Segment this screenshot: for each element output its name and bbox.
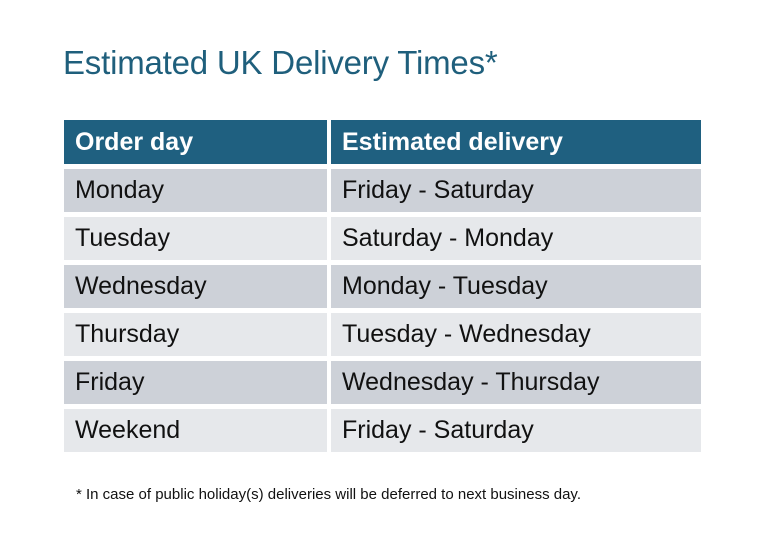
order-day-cell: Wednesday xyxy=(64,265,327,308)
order-day-cell: Monday xyxy=(64,169,327,212)
table-row: Weekend Friday - Saturday xyxy=(64,409,701,452)
delivery-times-table: Order day Estimated delivery Monday Frid… xyxy=(60,115,705,457)
table-row: Monday Friday - Saturday xyxy=(64,169,701,212)
order-day-cell: Thursday xyxy=(64,313,327,356)
column-header-order-day: Order day xyxy=(64,120,327,164)
estimated-delivery-cell: Wednesday - Thursday xyxy=(331,361,701,404)
table-row: Friday Wednesday - Thursday xyxy=(64,361,701,404)
estimated-delivery-cell: Tuesday - Wednesday xyxy=(331,313,701,356)
table-header-row: Order day Estimated delivery xyxy=(64,120,701,164)
table-row: Wednesday Monday - Tuesday xyxy=(64,265,701,308)
estimated-delivery-cell: Friday - Saturday xyxy=(331,409,701,452)
order-day-cell: Tuesday xyxy=(64,217,327,260)
order-day-cell: Weekend xyxy=(64,409,327,452)
table-row: Tuesday Saturday - Monday xyxy=(64,217,701,260)
estimated-delivery-cell: Friday - Saturday xyxy=(331,169,701,212)
column-header-estimated-delivery: Estimated delivery xyxy=(331,120,701,164)
estimated-delivery-cell: Monday - Tuesday xyxy=(331,265,701,308)
table-row: Thursday Tuesday - Wednesday xyxy=(64,313,701,356)
estimated-delivery-cell: Saturday - Monday xyxy=(331,217,701,260)
order-day-cell: Friday xyxy=(64,361,327,404)
page-title: Estimated UK Delivery Times* xyxy=(63,44,498,81)
footnote: * In case of public holiday(s) deliverie… xyxy=(76,486,581,503)
